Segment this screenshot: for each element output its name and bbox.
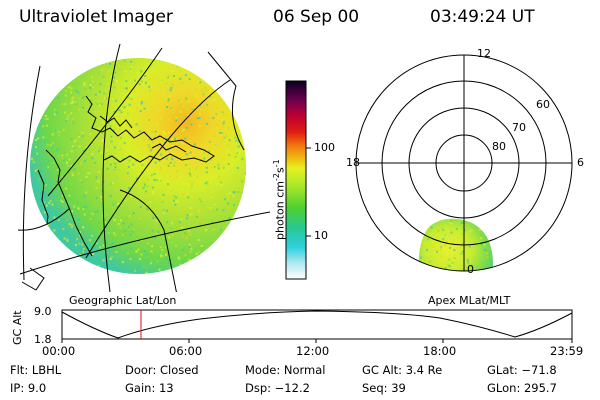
mlat-80-label: 80 — [492, 140, 506, 153]
colorbar-tick-10: 10 — [314, 229, 328, 242]
dsp-value: Dsp: −12.2 — [245, 381, 310, 395]
ip-value: IP: 9.0 — [10, 381, 47, 395]
seq-value: Seq: 39 — [362, 381, 406, 395]
time-label: 03:49:24 UT — [430, 7, 535, 27]
door-status: Door: Closed — [125, 363, 199, 377]
altitude-ylabel: GC Alt — [11, 310, 24, 345]
graticule-lines — [17, 43, 270, 292]
time-tick-label: 06:00 — [169, 344, 203, 358]
mlat-60-label: 60 — [536, 98, 550, 111]
geographic-image — [17, 43, 270, 292]
apex-panel-label: Apex MLat/MLT — [428, 294, 511, 307]
geographic-panel-label: Geographic Lat/Lon — [69, 294, 177, 307]
polar-plot — [355, 54, 573, 272]
time-tick-label: 12:00 — [296, 344, 330, 358]
altitude-plot — [61, 309, 573, 343]
mode-value: Mode: Normal — [245, 363, 326, 377]
altitude-y-high: 9.0 — [34, 305, 52, 318]
mlt-0-label: 0 — [467, 263, 474, 276]
time-tick-label: 18:00 — [423, 344, 457, 358]
color-bar — [285, 80, 311, 280]
colorbar-unit-label: photon cm-2s-1 — [272, 159, 287, 240]
time-tick-label: 23:59 — [550, 344, 584, 358]
polar-aurora — [418, 218, 493, 271]
time-ticks — [61, 339, 573, 343]
noise-speckle — [30, 59, 246, 274]
polar-grid — [355, 54, 573, 272]
altitude-curve — [61, 310, 573, 339]
mlat-70-label: 70 — [512, 121, 526, 134]
time-tick-label: 00:00 — [42, 344, 76, 358]
glat-value: GLat: −71.8 — [487, 363, 557, 377]
date-label: 06 Sep 00 — [273, 7, 360, 27]
colorbar-tick-100: 100 — [314, 141, 335, 154]
glon-value: GLon: 295.7 — [487, 381, 557, 395]
mlt-12-label: 12 — [477, 47, 491, 60]
gain-value: Gain: 13 — [125, 381, 174, 395]
altitude-y-low: 1.8 — [34, 333, 52, 346]
gc-alt-value: GC Alt: 3.4 Re — [362, 363, 443, 377]
instrument-title: Ultraviolet Imager — [19, 7, 173, 27]
mlt-18-label: 18 — [346, 156, 360, 169]
coastline-contours — [37, 95, 215, 257]
mlt-6-label: 6 — [577, 156, 584, 169]
filter-value: Flt: LBHL — [10, 363, 62, 377]
